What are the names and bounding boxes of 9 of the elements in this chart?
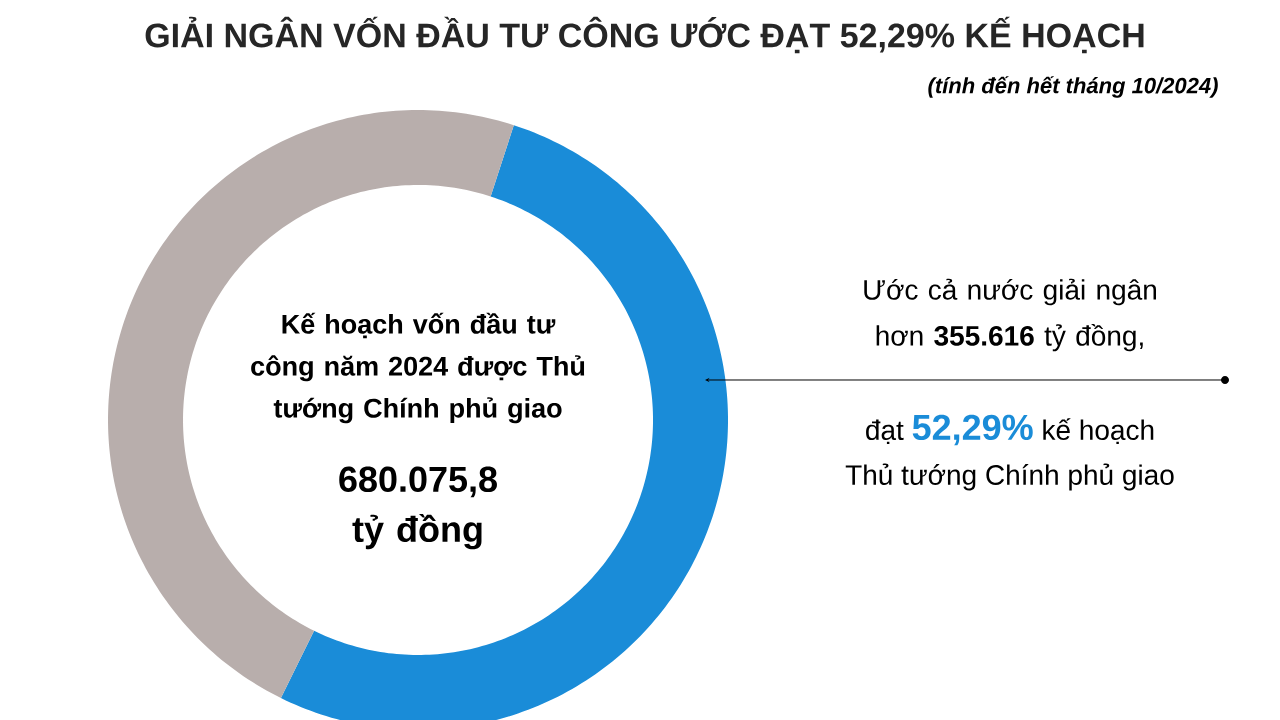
text: 52,29%	[912, 414, 1033, 446]
text: Kế hoạch vốn đầu tư công năm 2024 được Thủ tướng Chính phủ giao	[251, 312, 585, 424]
text: Ước cả nước giải ngân hơn 355.616 tỷ đồng,	[864, 278, 1156, 352]
text: kế hoạch	[1043, 418, 1154, 445]
text: (tính đến hết tháng 10/2024)	[928, 76, 1218, 98]
text: đạt	[866, 419, 904, 445]
chart-title: GIẢI NGÂN VỐN ĐẦU TƯ CÔNG ƯỚC ĐẠT 52,29% KẾ HOẠCH	[145, 16, 1144, 54]
text: Thủ tướng Chính phủ giao	[845, 463, 1174, 491]
text: 680.075,8 tỷ đồng	[339, 466, 497, 550]
